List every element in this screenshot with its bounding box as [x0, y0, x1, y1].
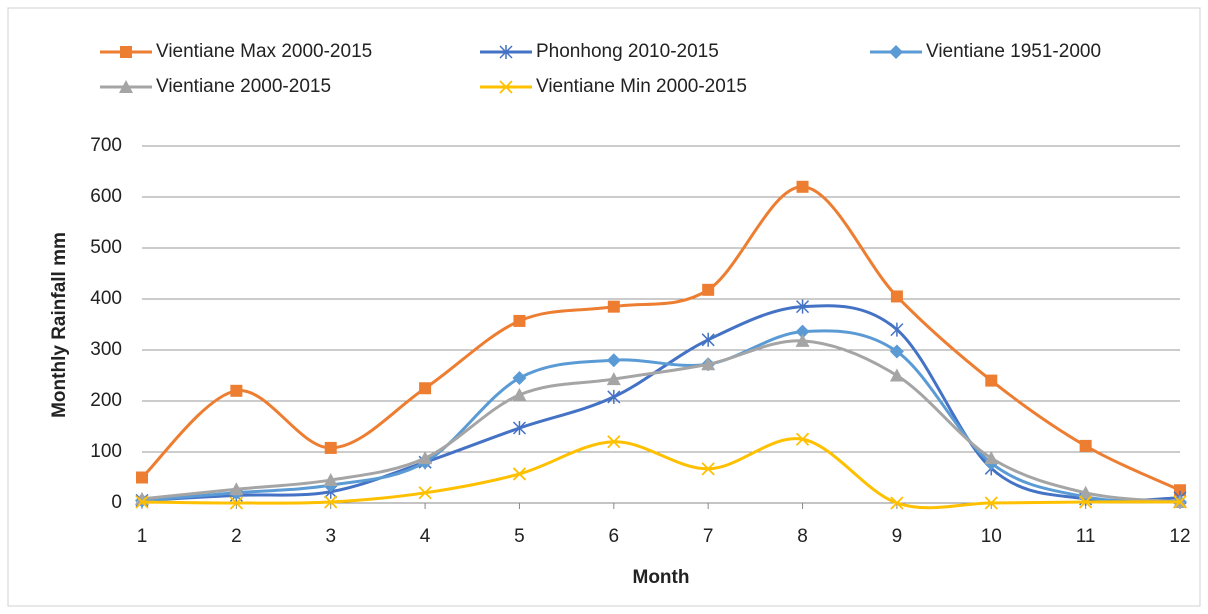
marker — [229, 482, 244, 496]
marker — [890, 322, 904, 337]
marker — [324, 441, 337, 454]
x-tick-label: 9 — [892, 526, 903, 547]
x-tick-label: 10 — [981, 526, 1002, 547]
legend-label: Vientiane Min 2000-2015 — [536, 76, 747, 97]
marker — [1174, 484, 1186, 497]
marker — [513, 314, 526, 327]
y-tick-label: 200 — [90, 390, 122, 411]
y-tick-label: 400 — [90, 288, 122, 309]
marker — [889, 344, 904, 359]
marker — [499, 45, 513, 59]
marker — [1078, 485, 1093, 499]
marker — [606, 372, 621, 386]
legend-label: Vientiane Max 2000-2015 — [156, 41, 372, 62]
marker — [1079, 439, 1092, 452]
legend-label: Vientiane 2000-2015 — [156, 76, 331, 97]
legend-item: Vientiane 2000-2015 — [100, 76, 331, 97]
marker — [135, 495, 149, 509]
marker — [607, 389, 621, 404]
legend-label: Phonhong 2010-2015 — [536, 41, 719, 62]
y-tick-label: 0 — [111, 492, 122, 513]
y-tick-label: 100 — [90, 441, 122, 462]
marker — [512, 467, 527, 481]
x-tick-label: 6 — [609, 526, 620, 547]
marker — [607, 435, 621, 449]
marker — [418, 486, 432, 500]
legend-item: Phonhong 2010-2015 — [480, 41, 719, 62]
marker — [229, 496, 244, 510]
marker — [795, 432, 810, 446]
marker — [512, 421, 526, 436]
x-tick-label: 5 — [514, 526, 525, 547]
y-tick-label: 300 — [90, 339, 122, 360]
marker — [795, 324, 810, 339]
x-tick-label: 11 — [1076, 526, 1096, 547]
y-axis-title: Monthly Rainfall mm — [49, 232, 70, 418]
marker — [119, 80, 133, 93]
marker — [701, 357, 716, 371]
marker — [323, 473, 338, 487]
y-tick-label: 700 — [90, 135, 122, 156]
marker — [1173, 495, 1187, 509]
x-tick-label: 2 — [231, 526, 242, 547]
marker — [984, 496, 998, 510]
marker — [499, 80, 513, 94]
legend-item: Vientiane 1951-2000 — [870, 41, 1101, 62]
marker — [889, 45, 903, 59]
legend-label: Vientiane 1951-2000 — [926, 41, 1101, 62]
x-tick-label: 1 — [137, 526, 148, 547]
marker — [795, 333, 810, 347]
marker — [984, 451, 999, 465]
marker — [418, 451, 433, 465]
marker — [889, 368, 904, 382]
marker — [607, 300, 620, 313]
x-tick-label: 4 — [420, 526, 431, 547]
marker — [701, 332, 715, 347]
marker — [120, 46, 132, 58]
marker — [890, 496, 904, 510]
y-tick-label: 500 — [90, 237, 122, 258]
marker — [419, 382, 432, 395]
legend-item: Vientiane Max 2000-2015 — [100, 41, 372, 62]
marker — [512, 371, 527, 386]
marker — [985, 374, 998, 387]
x-axis-title: Month — [633, 567, 690, 588]
marker — [1079, 495, 1093, 509]
y-tick-label: 600 — [90, 186, 122, 207]
legend-item: Vientiane Min 2000-2015 — [480, 76, 747, 97]
x-tick-label: 12 — [1169, 526, 1190, 547]
marker — [796, 180, 809, 193]
series-line — [141, 437, 1181, 510]
marker — [136, 471, 148, 484]
x-tick-label: 3 — [325, 526, 336, 547]
marker — [701, 462, 715, 476]
x-tick-label: 7 — [703, 526, 714, 547]
marker — [512, 387, 527, 401]
marker — [890, 290, 903, 303]
x-tick-label: 8 — [797, 526, 808, 547]
marker — [796, 299, 810, 314]
marker — [324, 495, 338, 509]
marker — [230, 384, 243, 397]
marker — [702, 283, 715, 296]
marker — [606, 353, 621, 368]
